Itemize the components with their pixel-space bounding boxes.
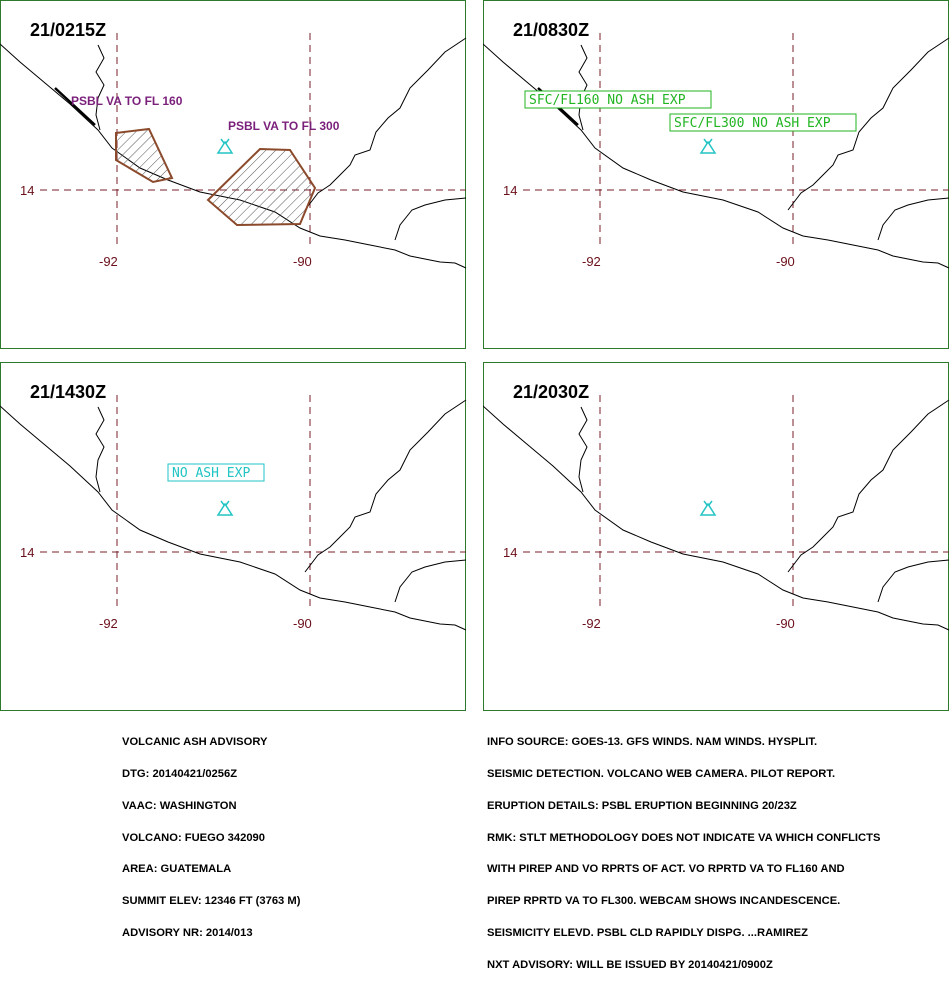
panel-title: 21/1430Z xyxy=(30,382,106,402)
lat-tick-label: 14 xyxy=(20,545,34,560)
advisory-remarks: INFO SOURCE: GOES-13. GFS WINDS. NAM WIN… xyxy=(487,716,880,981)
panel-title: 21/2030Z xyxy=(513,382,589,402)
grid-lines xyxy=(40,395,466,607)
lat-tick-label: 14 xyxy=(20,183,34,198)
map-panel-2: 21/0830Z 14 -92 -90 SFC/FL160 NO ASH EXP… xyxy=(483,0,950,350)
advisory-line: VAAC: WASHINGTON xyxy=(122,799,237,812)
advisory-line: DTG: 20140421/0256Z xyxy=(122,767,238,780)
panel-border xyxy=(483,0,949,349)
ash-label: PSBL VA TO FL 300 xyxy=(228,119,340,133)
panel-title: 21/0215Z xyxy=(30,20,106,40)
ash-polygon xyxy=(206,147,317,227)
remark-line: SEISMIC DETECTION. VOLCANO WEB CAMERA. P… xyxy=(487,767,836,780)
ash-polygon xyxy=(115,127,174,184)
label-box xyxy=(167,463,265,482)
lon-tick-label: -90 xyxy=(776,254,795,269)
no-ash-label: SFC/FL300 NO ASH EXP xyxy=(674,116,831,131)
volcano-icon xyxy=(699,138,717,154)
grid-lines xyxy=(40,33,466,245)
grid-lines xyxy=(523,33,949,245)
advisory-line: VOLCANO: FUEGO 342090 xyxy=(122,831,265,844)
volcano-icon xyxy=(699,500,717,516)
no-ash-label: SFC/FL160 NO ASH EXP xyxy=(529,93,686,108)
coastline xyxy=(483,399,950,631)
map-panel-1: 21/0215Z 14 -92 -90 PSBL VA TO FL 160 PS… xyxy=(0,0,467,350)
remark-line: WITH PIREP AND VO RPRTS OF ACT. VO RPRTD… xyxy=(487,863,845,876)
lon-tick-label: -92 xyxy=(582,616,601,631)
coastline xyxy=(0,399,467,631)
advisory-line: AREA: GUATEMALA xyxy=(122,863,232,876)
lat-tick-label: 14 xyxy=(503,183,517,198)
advisory-info: VOLCANIC ASH ADVISORY DTG: 20140421/0256… xyxy=(122,716,300,949)
panel-title: 21/0830Z xyxy=(513,20,589,40)
map-panel-3: 21/1430Z 14 -92 -90 NO ASH EXP xyxy=(0,362,467,712)
remark-line: SEISMICITY ELEVD. PSBL CLD RAPIDLY DISPG… xyxy=(487,926,808,939)
lon-tick-label: -92 xyxy=(99,254,118,269)
advisory-line: VOLCANIC ASH ADVISORY xyxy=(122,736,268,749)
advisory-line: ADVISORY NR: 2014/013 xyxy=(122,926,253,939)
lon-tick-label: -92 xyxy=(99,616,118,631)
volcano-icon xyxy=(216,138,234,154)
label-box xyxy=(669,113,857,132)
remark-line: ERUPTION DETAILS: PSBL ERUPTION BEGINNIN… xyxy=(487,799,797,812)
label-box xyxy=(524,90,712,109)
remark-line: PIREP RPRTD VA TO FL300. WEBCAM SHOWS IN… xyxy=(487,895,841,908)
grid-lines xyxy=(523,395,949,607)
advisory-line: SUMMIT ELEV: 12346 FT (3763 M) xyxy=(122,895,301,908)
lat-tick-label: 14 xyxy=(503,545,517,560)
no-ash-label: NO ASH EXP xyxy=(172,466,250,481)
map-panel-4: 21/2030Z 14 -92 -90 xyxy=(483,362,950,712)
remark-line: NXT ADVISORY: WILL BE ISSUED BY 20140421… xyxy=(487,958,773,971)
lon-tick-label: -90 xyxy=(293,254,312,269)
lon-tick-label: -90 xyxy=(293,616,312,631)
panel-border xyxy=(0,362,466,711)
lon-tick-label: -92 xyxy=(582,254,601,269)
remark-line: INFO SOURCE: GOES-13. GFS WINDS. NAM WIN… xyxy=(487,736,818,749)
remark-line: RMK: STLT METHODOLOGY DOES NOT INDICATE … xyxy=(487,831,881,844)
volcano-icon xyxy=(216,500,234,516)
lon-tick-label: -90 xyxy=(776,616,795,631)
coast-bold-segment xyxy=(54,87,96,126)
ash-label: PSBL VA TO FL 160 xyxy=(71,94,183,108)
coastline xyxy=(483,37,950,269)
panel-border xyxy=(483,362,949,711)
